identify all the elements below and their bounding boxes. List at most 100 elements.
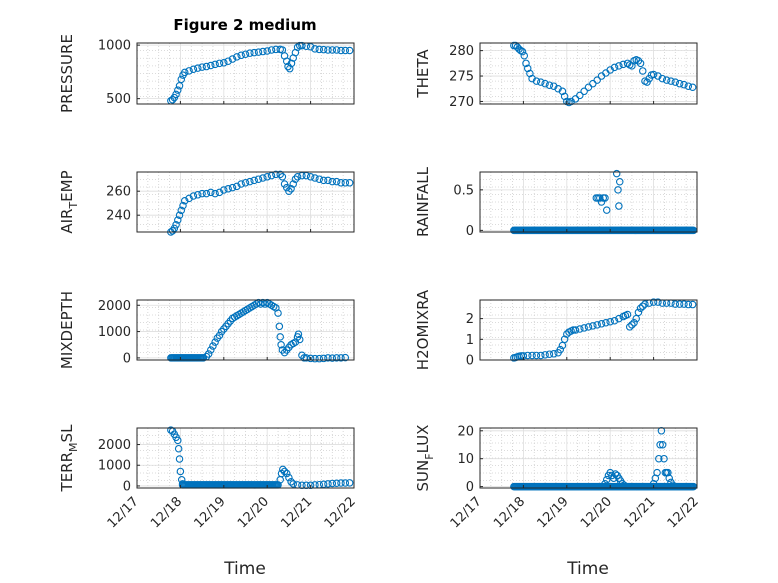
y-tick-label: 275 xyxy=(449,70,474,85)
data-point xyxy=(211,60,219,69)
data-point xyxy=(638,302,647,310)
data-point xyxy=(345,479,354,487)
data-point xyxy=(324,354,332,362)
data-point xyxy=(523,351,532,360)
data-point xyxy=(306,481,315,490)
data-point xyxy=(589,322,597,330)
data-point xyxy=(602,206,611,214)
data-point xyxy=(293,173,302,181)
data-point xyxy=(315,45,324,54)
data-point xyxy=(241,50,250,58)
data-point xyxy=(664,468,672,477)
data-point xyxy=(328,354,337,362)
data-point xyxy=(641,300,649,308)
figure-title: Figure 2 medium xyxy=(173,16,316,34)
data-point xyxy=(337,179,345,187)
data-point xyxy=(280,467,289,476)
data-point xyxy=(610,316,619,325)
data-point xyxy=(220,186,228,194)
data-point xyxy=(276,333,284,341)
data-point xyxy=(279,465,287,474)
data-point xyxy=(174,86,182,94)
y-axis-label: TERRMSL xyxy=(58,424,80,493)
y-tick-label: 0 xyxy=(123,351,131,366)
x-axis-label-right: Time xyxy=(566,559,609,579)
data-point xyxy=(293,43,302,52)
data-point xyxy=(630,319,638,327)
data-point xyxy=(315,175,324,183)
data-point xyxy=(282,57,291,65)
axes-box xyxy=(479,171,698,233)
data-point xyxy=(298,41,306,50)
y-axis-label: AIRTEMP xyxy=(58,170,80,233)
data-point xyxy=(263,173,271,181)
data-point xyxy=(172,90,180,99)
data-point xyxy=(580,87,588,96)
data-point xyxy=(174,444,183,453)
data-point xyxy=(615,314,623,323)
data-point xyxy=(606,317,614,326)
data-point xyxy=(259,47,267,56)
subplot-5: 0 1000 2000 MIXDEPTH xyxy=(58,291,355,369)
data-point xyxy=(658,440,667,449)
data-point xyxy=(315,354,324,363)
y-tick-label: 1000 xyxy=(98,459,131,474)
data-point xyxy=(675,79,684,88)
data-point xyxy=(660,454,668,463)
data-point xyxy=(688,83,697,91)
data-point xyxy=(302,481,311,490)
subplot-1: 500 1000 PRESSURE xyxy=(58,34,355,113)
data-point xyxy=(328,177,337,186)
y-axis-label: THETA xyxy=(414,49,432,99)
data-point xyxy=(185,67,193,75)
data-point xyxy=(194,191,202,199)
y-tick-label: 0.5 xyxy=(453,183,474,198)
y-axis-label: H2OMIXRA xyxy=(414,289,432,370)
y-tick-label: 0 xyxy=(123,479,131,494)
axes-box xyxy=(136,171,355,233)
data-point xyxy=(658,74,667,83)
data-point xyxy=(541,79,549,88)
data-point xyxy=(596,194,604,202)
data-point xyxy=(675,300,684,308)
data-point xyxy=(259,174,267,182)
data-point xyxy=(324,46,332,54)
data-point xyxy=(275,322,284,331)
data-point xyxy=(341,179,350,187)
data-point xyxy=(665,474,673,482)
data-point xyxy=(328,46,337,54)
data-point xyxy=(189,192,198,200)
data-point xyxy=(224,185,232,193)
data-point xyxy=(207,61,215,70)
data-point xyxy=(341,353,350,362)
data-point xyxy=(267,46,276,54)
y-tick-label: 2000 xyxy=(98,438,131,453)
data-point xyxy=(272,170,280,179)
subplot-6: 0 1 2 H2OMIXRA xyxy=(414,289,698,370)
data-point xyxy=(638,67,647,75)
data-point xyxy=(204,350,213,358)
data-point xyxy=(263,47,271,55)
data-point xyxy=(207,188,215,197)
data-point xyxy=(289,180,297,188)
y-tick-label: 2000 xyxy=(98,299,131,314)
data-point xyxy=(250,48,258,57)
data-point xyxy=(332,46,341,54)
axes-box xyxy=(479,427,698,489)
data-point xyxy=(612,169,621,178)
data-point xyxy=(175,211,184,219)
data-point xyxy=(233,182,241,191)
data-point xyxy=(517,46,525,55)
data-point xyxy=(537,78,545,86)
data-point xyxy=(287,185,295,193)
data-point xyxy=(615,62,623,70)
data-point xyxy=(653,468,661,477)
y-tick-label: 1 xyxy=(466,333,474,348)
data-point xyxy=(671,300,680,308)
data-point xyxy=(298,481,306,490)
data-point xyxy=(311,174,319,182)
data-point xyxy=(306,173,315,181)
data-point xyxy=(556,345,565,354)
data-point xyxy=(291,175,300,183)
data-point xyxy=(277,340,285,349)
